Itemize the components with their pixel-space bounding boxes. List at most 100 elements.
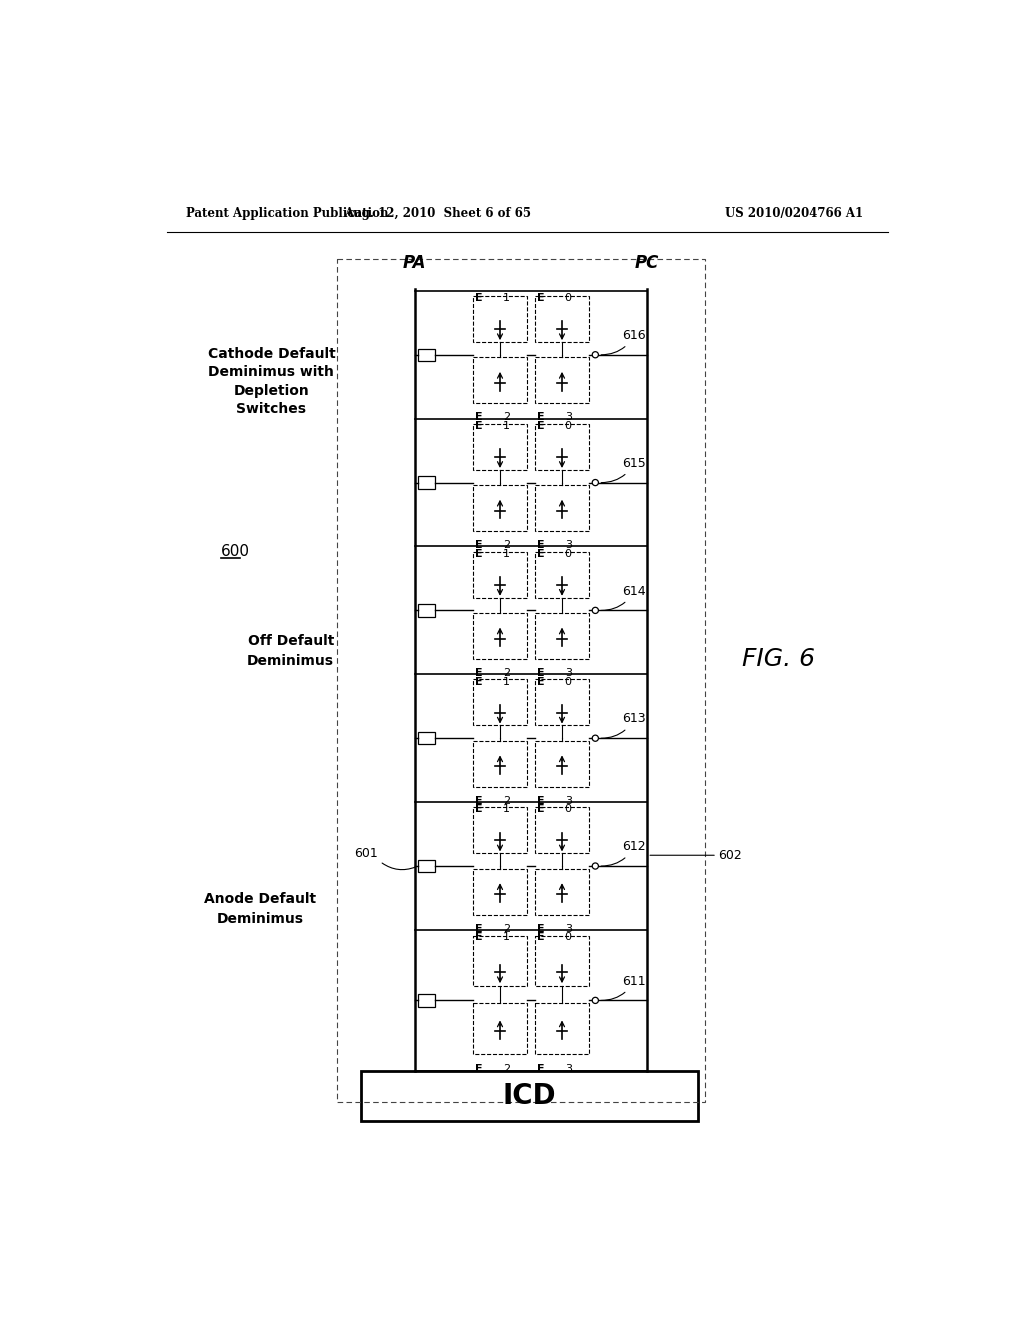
Text: 0: 0 xyxy=(564,293,571,304)
Bar xyxy=(473,552,527,598)
Text: PA: PA xyxy=(403,255,427,272)
Circle shape xyxy=(592,998,598,1003)
Bar xyxy=(535,296,589,342)
Text: PC: PC xyxy=(635,255,659,272)
Bar xyxy=(535,808,589,853)
Text: Anode Default
Deminimus: Anode Default Deminimus xyxy=(204,892,315,925)
Text: 1: 1 xyxy=(503,804,510,814)
Text: E: E xyxy=(475,549,483,558)
Bar xyxy=(535,741,589,787)
Circle shape xyxy=(592,735,598,742)
Text: 0: 0 xyxy=(564,677,571,686)
Text: 1: 1 xyxy=(503,549,510,558)
Text: 3: 3 xyxy=(564,668,571,678)
Bar xyxy=(360,1071,697,1121)
Text: E: E xyxy=(538,668,545,678)
Text: US 2010/0204766 A1: US 2010/0204766 A1 xyxy=(725,207,863,220)
Bar xyxy=(473,869,527,915)
Text: 3: 3 xyxy=(564,924,571,933)
Text: 3: 3 xyxy=(564,1064,571,1073)
Circle shape xyxy=(592,607,598,614)
Text: E: E xyxy=(538,796,545,805)
Text: 602: 602 xyxy=(719,849,742,862)
Text: E: E xyxy=(475,804,483,814)
Text: E: E xyxy=(538,924,545,933)
Text: FIG. 6: FIG. 6 xyxy=(742,647,815,671)
Text: 3: 3 xyxy=(564,412,571,422)
Bar xyxy=(418,994,435,1007)
Text: Aug. 12, 2010  Sheet 6 of 65: Aug. 12, 2010 Sheet 6 of 65 xyxy=(344,207,531,220)
Circle shape xyxy=(592,351,598,358)
Text: 2: 2 xyxy=(503,796,510,805)
Text: 615: 615 xyxy=(601,457,646,483)
Text: ICD: ICD xyxy=(502,1082,556,1110)
Bar xyxy=(418,348,435,360)
Text: 613: 613 xyxy=(601,713,646,738)
Text: 600: 600 xyxy=(221,544,250,558)
Text: 612: 612 xyxy=(601,841,646,866)
Bar xyxy=(535,552,589,598)
Bar xyxy=(535,680,589,726)
Text: E: E xyxy=(475,677,483,686)
Text: E: E xyxy=(538,677,545,686)
Bar xyxy=(535,869,589,915)
Bar xyxy=(535,358,589,404)
Bar xyxy=(418,859,435,873)
Bar xyxy=(473,358,527,404)
Text: Off Default
Deminimus: Off Default Deminimus xyxy=(247,635,334,668)
Text: E: E xyxy=(538,412,545,422)
Bar xyxy=(473,296,527,342)
Text: 616: 616 xyxy=(601,329,646,355)
Text: 0: 0 xyxy=(564,421,571,430)
Circle shape xyxy=(592,863,598,869)
Text: 2: 2 xyxy=(503,924,510,933)
Text: 2: 2 xyxy=(503,1064,510,1073)
Text: 1: 1 xyxy=(503,421,510,430)
Bar xyxy=(418,605,435,616)
Text: E: E xyxy=(475,293,483,304)
Text: 1: 1 xyxy=(503,932,510,942)
Text: E: E xyxy=(538,1064,545,1073)
Text: E: E xyxy=(538,293,545,304)
Text: 1: 1 xyxy=(503,293,510,304)
Text: Patent Application Publication: Patent Application Publication xyxy=(186,207,389,220)
Text: E: E xyxy=(475,540,483,550)
Text: E: E xyxy=(538,549,545,558)
Text: 2: 2 xyxy=(503,412,510,422)
Text: 1: 1 xyxy=(503,677,510,686)
Text: 3: 3 xyxy=(564,540,571,550)
Text: E: E xyxy=(475,1064,483,1073)
Text: 611: 611 xyxy=(601,974,646,1001)
Text: E: E xyxy=(475,421,483,430)
Bar xyxy=(535,424,589,470)
Text: 0: 0 xyxy=(564,804,571,814)
Bar xyxy=(473,1003,527,1053)
Bar xyxy=(418,733,435,744)
Bar xyxy=(535,486,589,531)
Bar xyxy=(473,680,527,726)
Bar xyxy=(418,477,435,488)
Text: E: E xyxy=(538,804,545,814)
Text: E: E xyxy=(538,540,545,550)
Text: 2: 2 xyxy=(503,668,510,678)
Text: Cathode Default
Deminimus with
Depletion
Switches: Cathode Default Deminimus with Depletion… xyxy=(208,347,335,416)
Bar xyxy=(473,741,527,787)
Text: 614: 614 xyxy=(601,585,646,610)
Bar xyxy=(473,612,527,659)
Bar xyxy=(473,936,527,986)
Text: E: E xyxy=(475,932,483,942)
Text: 0: 0 xyxy=(564,549,571,558)
Bar xyxy=(473,808,527,853)
Bar xyxy=(535,1003,589,1053)
Text: 2: 2 xyxy=(503,540,510,550)
Text: E: E xyxy=(475,796,483,805)
Text: E: E xyxy=(538,421,545,430)
Text: E: E xyxy=(475,924,483,933)
Bar xyxy=(535,936,589,986)
Circle shape xyxy=(592,479,598,486)
Bar xyxy=(337,259,706,1102)
Bar xyxy=(473,486,527,531)
Text: E: E xyxy=(475,412,483,422)
Text: E: E xyxy=(538,932,545,942)
Text: 601: 601 xyxy=(354,847,378,859)
